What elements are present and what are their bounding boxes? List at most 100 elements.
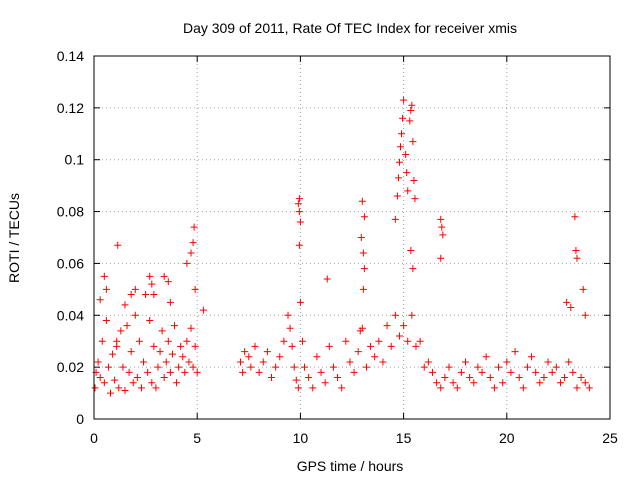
data-point xyxy=(183,337,191,345)
data-point xyxy=(402,151,410,159)
data-point xyxy=(329,363,337,371)
data-point xyxy=(119,363,127,371)
data-point xyxy=(410,176,418,184)
data-point xyxy=(536,379,544,387)
y-tick-labels: 0 0.02 0.04 0.06 0.08 0.1 0.12 0.14 xyxy=(57,48,84,427)
data-point xyxy=(407,106,415,114)
y-tick-label: 0.04 xyxy=(57,307,84,323)
data-point xyxy=(102,285,110,293)
data-point xyxy=(391,215,399,223)
data-point xyxy=(393,192,401,200)
data-point xyxy=(146,316,154,324)
data-point xyxy=(144,368,152,376)
y-tick-label: 0.12 xyxy=(57,100,84,116)
data-point xyxy=(162,358,170,366)
data-point xyxy=(441,374,449,382)
x-tick-label: 0 xyxy=(90,430,98,446)
data-point xyxy=(507,368,515,376)
data-point xyxy=(359,249,367,257)
data-point xyxy=(552,363,560,371)
data-point xyxy=(272,363,280,371)
data-point xyxy=(121,301,129,309)
data-point xyxy=(127,291,135,299)
data-point xyxy=(563,298,571,306)
data-point xyxy=(280,337,288,345)
data-point xyxy=(189,239,197,247)
data-point xyxy=(183,259,191,267)
data-point xyxy=(150,291,158,299)
data-point xyxy=(404,337,412,345)
data-point xyxy=(189,363,197,371)
data-point xyxy=(499,379,507,387)
data-point xyxy=(109,350,117,358)
data-point xyxy=(556,379,564,387)
data-point xyxy=(397,143,405,151)
data-point xyxy=(462,358,470,366)
data-point xyxy=(404,187,412,195)
y-tick-label: 0 xyxy=(76,411,84,427)
data-point xyxy=(466,374,474,382)
data-point xyxy=(117,327,125,335)
data-point xyxy=(515,374,523,382)
data-point xyxy=(346,358,354,366)
data-point xyxy=(255,368,263,376)
data-point xyxy=(115,384,123,392)
data-point xyxy=(309,384,317,392)
data-point xyxy=(424,358,432,366)
data-point xyxy=(342,337,350,345)
data-point xyxy=(175,363,183,371)
data-point xyxy=(295,241,303,249)
data-point xyxy=(398,130,406,138)
data-point xyxy=(409,265,417,273)
data-point xyxy=(357,234,365,241)
data-point xyxy=(358,197,366,205)
data-point xyxy=(573,384,581,392)
data-point xyxy=(478,368,486,376)
data-point xyxy=(301,363,309,371)
data-point xyxy=(567,304,575,312)
y-axis-label: ROTI / TECUs xyxy=(6,193,22,283)
data-point xyxy=(433,379,441,387)
y-tick-label: 0.1 xyxy=(65,152,85,168)
data-point xyxy=(581,311,589,319)
data-point xyxy=(334,374,342,382)
data-point xyxy=(375,337,383,345)
x-tick-label: 15 xyxy=(396,430,412,446)
data-point xyxy=(177,342,185,350)
y-tick-label: 0.08 xyxy=(57,204,84,220)
data-point xyxy=(409,138,417,146)
data-point xyxy=(395,158,403,166)
data-point xyxy=(544,358,552,366)
data-point xyxy=(94,358,102,366)
data-point xyxy=(111,376,119,384)
data-point xyxy=(486,374,494,382)
data-point xyxy=(98,337,106,345)
data-point xyxy=(561,374,569,382)
data-point xyxy=(187,249,195,257)
data-point xyxy=(371,353,379,361)
data-point xyxy=(100,272,108,280)
data-point xyxy=(437,384,445,392)
data-point xyxy=(317,368,325,376)
data-point xyxy=(439,231,447,239)
data-point xyxy=(247,363,255,371)
data-point xyxy=(131,285,139,293)
data-point xyxy=(104,363,112,371)
data-point xyxy=(170,322,178,330)
data-point xyxy=(96,296,104,304)
data-point xyxy=(292,376,300,384)
data-point xyxy=(519,384,527,392)
data-point xyxy=(142,291,150,299)
data-point xyxy=(354,348,362,356)
data-point xyxy=(158,327,166,335)
data-point xyxy=(268,374,276,382)
data-point xyxy=(391,311,399,319)
data-point xyxy=(445,363,453,371)
data-point xyxy=(298,337,306,345)
data-point xyxy=(294,384,302,392)
data-point xyxy=(187,324,195,332)
data-point xyxy=(403,169,411,177)
data-point xyxy=(540,374,548,382)
data-point xyxy=(321,379,329,387)
data-point xyxy=(523,363,531,371)
